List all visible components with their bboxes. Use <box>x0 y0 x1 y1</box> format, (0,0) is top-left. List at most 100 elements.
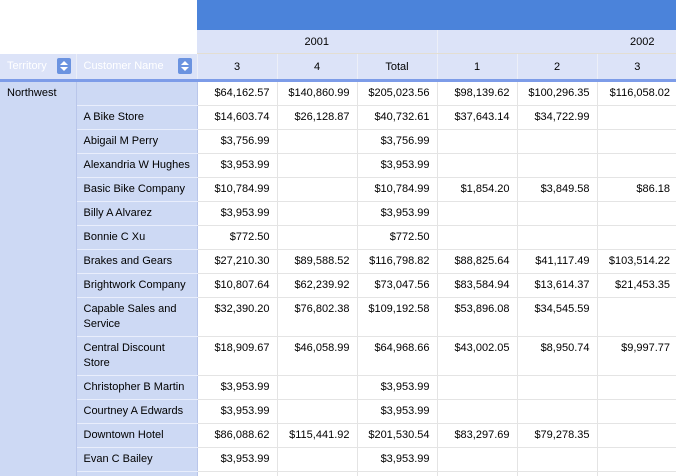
value-cell <box>437 225 518 250</box>
customer-cell: Capable Sales and Service <box>76 297 198 337</box>
customer-cell: Evan C Bailey <box>76 447 198 472</box>
customer-cell: Basic Bike Company <box>76 177 198 202</box>
value-cell <box>517 399 598 424</box>
value-cell <box>277 177 358 202</box>
value-cell <box>277 447 358 472</box>
value-cell: $83,584.94 <box>437 273 518 298</box>
value-cell: $10,807.64 <box>197 273 278 298</box>
value-cell: $100,296.35 <box>517 80 598 106</box>
table-row: Downtown Hotel $86,088.62 $115,441.92 $201,… <box>0 423 676 448</box>
value-cell <box>597 375 676 400</box>
value-cell <box>277 153 358 178</box>
value-cell: $13,614.37 <box>517 273 598 298</box>
value-cell <box>517 447 598 472</box>
value-cell: $83,297.69 <box>437 423 518 448</box>
customer-cell: Alexandria W Hughes <box>76 153 198 178</box>
value-cell: $76,802.38 <box>277 297 358 337</box>
customer-cell <box>76 80 198 106</box>
value-cell <box>517 201 598 226</box>
value-cell: $3,953.99 <box>357 447 438 472</box>
customer-cell: Downtown Hotel <box>76 423 198 448</box>
value-cell: $88,825.64 <box>437 249 518 274</box>
value-cell: $3,756.99 <box>357 129 438 154</box>
value-cell: $140,860.99 <box>277 80 358 106</box>
value-cell: $3,953.99 <box>357 399 438 424</box>
year-group-2001: 2001 <box>197 30 438 54</box>
quarter-header[interactable]: 3 <box>597 53 676 82</box>
value-cell <box>517 153 598 178</box>
value-cell: $32,390.20 <box>197 297 278 337</box>
value-cell <box>597 297 676 337</box>
value-cell: $46,058.99 <box>277 336 358 376</box>
value-cell: $772.50 <box>197 225 278 250</box>
year-group-2002: 2002 <box>437 30 676 54</box>
table-row: Basic Bike Company $10,784.99 $10,784.99 $1… <box>0 177 676 202</box>
value-cell: $43,002.05 <box>437 336 518 376</box>
value-cell <box>597 129 676 154</box>
sort-asc-icon <box>180 61 189 66</box>
value-cell <box>597 399 676 424</box>
value-cell <box>437 447 518 472</box>
table-row: Capable Sales and Service $32,390.20 $76,8… <box>0 297 676 337</box>
table-row: A Bike Store $14,603.74 $26,128.87 $40,732.… <box>0 105 676 130</box>
value-cell <box>597 201 676 226</box>
quarter-header[interactable]: 2 <box>517 53 598 82</box>
value-cell: $26,128.87 <box>277 105 358 130</box>
value-cell: $53,896.08 <box>437 297 518 337</box>
sort-up-down-icon[interactable] <box>56 58 71 75</box>
quarter-header[interactable]: 3 <box>197 53 278 82</box>
value-cell: $116,798.82 <box>357 249 438 274</box>
value-cell: $3,953.99 <box>357 201 438 226</box>
table-row: Bonnie C Xu $772.50 $772.50 <box>0 225 676 250</box>
value-cell <box>277 201 358 226</box>
value-cell: $3,953.99 <box>197 153 278 178</box>
quarter-header[interactable]: 1 <box>437 53 518 82</box>
value-cell <box>437 375 518 400</box>
table-row: Christopher B Martin $3,953.99 $3,953.99 <box>0 375 676 400</box>
value-cell: $64,162.57 <box>197 80 278 106</box>
sort-desc-icon <box>59 67 68 72</box>
customer-cell: Courtney A Edwards <box>76 399 198 424</box>
quarter-header[interactable]: Total <box>357 53 438 82</box>
value-cell: $201,530.54 <box>357 423 438 448</box>
value-cell: $3,849.58 <box>517 177 598 202</box>
value-cell: $3,953.99 <box>197 375 278 400</box>
value-cell: $115,441.92 <box>277 423 358 448</box>
value-cell <box>277 225 358 250</box>
quarter-header[interactable]: 4 <box>277 53 358 82</box>
value-cell <box>597 153 676 178</box>
value-cell: $60,376.65 <box>517 471 598 476</box>
value-cell: $74,793.01 <box>437 471 518 476</box>
value-cell <box>597 447 676 472</box>
value-cell <box>277 399 358 424</box>
customer-cell: Brightwork Company <box>76 273 198 298</box>
table-row: Billy A Alvarez $3,953.99 $3,953.99 <box>0 201 676 226</box>
customer-cell: Bonnie C Xu <box>76 225 198 250</box>
value-cell: $772.50 <box>357 225 438 250</box>
value-cell <box>517 225 598 250</box>
value-cell: $40,732.61 <box>357 105 438 130</box>
value-cell: $98,139.62 <box>437 80 518 106</box>
value-cell: $73,047.56 <box>357 273 438 298</box>
value-cell: $86,088.62 <box>197 423 278 448</box>
corner-blank <box>0 0 197 54</box>
sort-up-down-icon[interactable] <box>177 58 192 75</box>
sort-desc-icon <box>180 67 189 72</box>
table-row: Evan C Bailey $3,953.99 $3,953.99 <box>0 447 676 472</box>
customer-cell: Abigail M Perry <box>76 129 198 154</box>
customer-cell: Billy A Alvarez <box>76 201 198 226</box>
territory-header-label: Territory <box>7 60 47 73</box>
value-cell: $1,854.20 <box>437 177 518 202</box>
column-group-banner <box>197 0 676 30</box>
value-cell: $3,953.99 <box>197 399 278 424</box>
column-header-row: Territory Customer Name 3 4 Total 1 2 3 <box>0 53 676 82</box>
value-cell: $109,192.58 <box>357 297 438 337</box>
value-cell: $3,953.99 <box>357 375 438 400</box>
value-cell: $27,210.30 <box>197 249 278 274</box>
table-row: Alexandria W Hughes $3,953.99 $3,953.99 <box>0 153 676 178</box>
table-row: Central Discount Store $18,909.67 $46,058.… <box>0 336 676 376</box>
table-row: Courtney A Edwards $3,953.99 $3,953.99 <box>0 399 676 424</box>
value-cell: $53,524.07 <box>597 471 676 476</box>
